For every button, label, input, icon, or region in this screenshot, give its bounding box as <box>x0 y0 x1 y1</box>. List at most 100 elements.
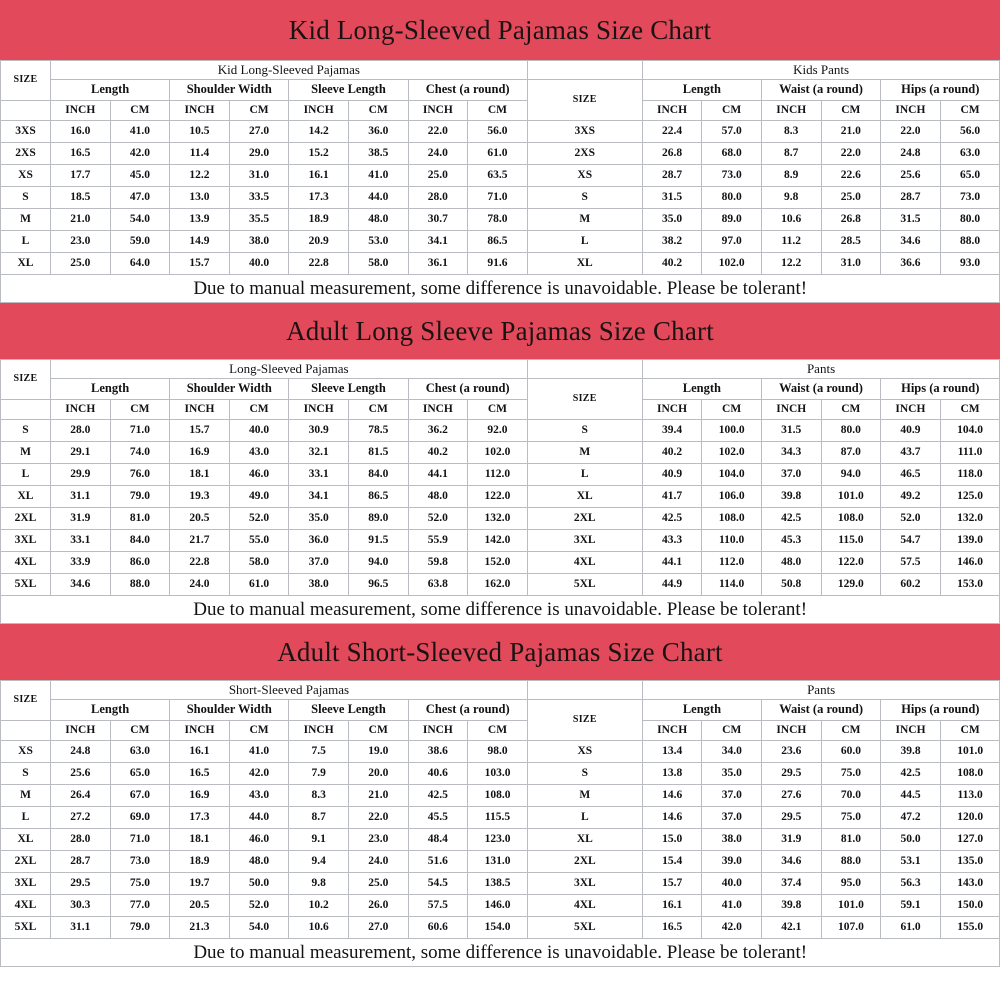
measurement-cell: 29.1 <box>50 441 111 464</box>
unit-cell: INCH <box>288 720 349 741</box>
size-label-right: 4XL <box>526 894 643 917</box>
measurement-cell: 25.6 <box>880 164 941 187</box>
measurement-cell: 101.0 <box>820 894 882 917</box>
measurement-cell: 22.4 <box>641 120 703 143</box>
measurement-cell: 36.6 <box>880 252 941 275</box>
measurement-cell: 31.5 <box>760 419 822 442</box>
measurement-cell: 26.4 <box>50 784 111 807</box>
measurement-cell: 34.3 <box>760 441 822 464</box>
measurement-cell: 9.8 <box>288 872 349 895</box>
size-label-left: XS <box>0 740 51 763</box>
measurement-cell: 54.5 <box>407 872 469 895</box>
measurement-cell: 43.7 <box>880 441 941 464</box>
measurement-cell: 88.0 <box>820 850 882 873</box>
size-label-left: XL <box>0 252 51 275</box>
measurement-cell: 89.0 <box>347 507 409 530</box>
group-header-row: Length Shoulder Width Sleeve Length Ches… <box>1 378 1000 420</box>
measurement-cell: 18.9 <box>169 850 230 873</box>
measurement-cell: 95.0 <box>820 872 882 895</box>
disclaimer-row: Due to manual measurement, some differen… <box>0 274 1000 303</box>
measurement-cell: 17.3 <box>288 186 349 209</box>
group-waist-right: Waist (a round) <box>760 79 882 101</box>
measurement-cell: 26.0 <box>347 894 409 917</box>
measurement-cell: 84.0 <box>347 463 409 486</box>
measurement-cell: 44.0 <box>347 186 409 209</box>
measurement-cell: 39.4 <box>641 419 703 442</box>
size-label-left: M <box>0 208 51 231</box>
group-title-left: Short-Sleeved Pajamas <box>50 680 528 700</box>
measurement-cell: 27.6 <box>761 784 822 807</box>
unit-cell: CM <box>820 399 882 420</box>
size-label-left: L <box>0 806 51 829</box>
table-row: 3XL 33.1 84.0 21.7 55.0 36.0 91.5 55.9 142.0 3XL 4… <box>0 529 1000 552</box>
table-row: XS 24.8 63.0 16.1 41.0 7.5 19.0 38.6 98.0 XS 13.4 3… <box>0 740 1000 763</box>
measurement-cell: 18.9 <box>288 208 349 231</box>
measurement-cell: 102.0 <box>701 252 762 275</box>
unit-cell: INCH <box>169 100 230 121</box>
measurement-cell: 25.0 <box>820 186 882 209</box>
measurement-cell: 79.0 <box>109 916 171 939</box>
unit-cell: CM <box>467 399 528 420</box>
measurement-cell: 28.0 <box>50 419 111 442</box>
measurement-cell: 36.0 <box>347 120 409 143</box>
measurement-cell: 74.0 <box>109 441 171 464</box>
measurement-cell: 59.0 <box>109 230 171 253</box>
measurement-cell: 54.7 <box>880 529 941 552</box>
measurement-cell: 108.0 <box>701 507 762 530</box>
measurement-cell: 77.0 <box>109 894 171 917</box>
size-label-right: 3XS <box>526 120 643 143</box>
measurement-cell: 21.0 <box>820 120 882 143</box>
measurement-cell: 40.0 <box>228 252 290 275</box>
measurement-cell: 39.8 <box>761 894 822 917</box>
measurement-cell: 63.0 <box>939 142 1000 165</box>
measurement-cell: 61.0 <box>880 916 941 939</box>
measurement-cell: 38.5 <box>347 142 409 165</box>
measurement-cell: 29.5 <box>761 762 822 785</box>
measurement-cell: 51.6 <box>407 850 469 873</box>
measurement-cell: 37.0 <box>288 551 349 574</box>
measurement-cell: 81.0 <box>820 828 882 851</box>
measurement-cell: 91.6 <box>467 252 528 275</box>
measurement-cell: 84.0 <box>109 529 171 552</box>
measurement-cell: 8.7 <box>760 142 822 165</box>
measurement-cell: 101.0 <box>939 740 1000 763</box>
measurement-cell: 104.0 <box>939 419 1000 442</box>
measurement-cell: 80.0 <box>939 208 1000 231</box>
table-row: 3XL 29.5 75.0 19.7 50.0 9.8 25.0 54.5 138.5 3XL 15… <box>0 872 1000 895</box>
measurement-cell: 21.0 <box>50 208 111 231</box>
unit-cell: INCH <box>50 720 111 741</box>
group-length-right: Length <box>641 79 762 101</box>
measurement-cell: 29.0 <box>228 142 290 165</box>
measurement-cell: 40.9 <box>641 463 703 486</box>
table-body-3: SIZE Short-Sleeved Pajamas Pants Length … <box>0 680 1000 741</box>
measurement-cell: 14.6 <box>641 784 703 807</box>
measurement-cell: 40.2 <box>641 252 703 275</box>
measurement-cell: 146.0 <box>939 551 1000 574</box>
size-label-left: 3XL <box>0 872 51 895</box>
disclaimer-text: Due to manual measurement, some differen… <box>0 595 1000 624</box>
measurement-cell: 38.6 <box>407 740 469 763</box>
size-label-right: 2XL <box>526 507 643 530</box>
measurement-cell: 107.0 <box>820 916 882 939</box>
unit-cell: CM <box>467 100 528 121</box>
group-title-row: SIZE Short-Sleeved Pajamas Pants <box>0 680 1000 721</box>
measurement-cell: 14.2 <box>288 120 349 143</box>
measurement-cell: 115.5 <box>467 806 528 829</box>
measurement-cell: 54.0 <box>228 916 290 939</box>
size-label-right: 2XL <box>526 850 643 873</box>
size-label-right: XL <box>526 828 643 851</box>
measurement-cell: 63.8 <box>407 573 469 596</box>
section-table-wrapper-3: SIZE Short-Sleeved Pajamas Pants Length … <box>0 680 1000 967</box>
measurement-cell: 48.4 <box>407 828 469 851</box>
measurement-cell: 50.8 <box>760 573 822 596</box>
measurement-cell: 64.0 <box>109 252 171 275</box>
measurement-cell: 24.0 <box>347 850 409 873</box>
unit-cell: CM <box>467 720 528 741</box>
measurement-cell: 40.2 <box>407 441 469 464</box>
size-label-left: L <box>0 230 51 253</box>
measurement-cell: 88.0 <box>939 230 1000 253</box>
unit-cell: CM <box>701 720 763 741</box>
measurement-cell: 18.1 <box>169 463 230 486</box>
measurement-cell: 10.6 <box>288 916 349 939</box>
measurement-cell: 35.5 <box>228 208 290 231</box>
